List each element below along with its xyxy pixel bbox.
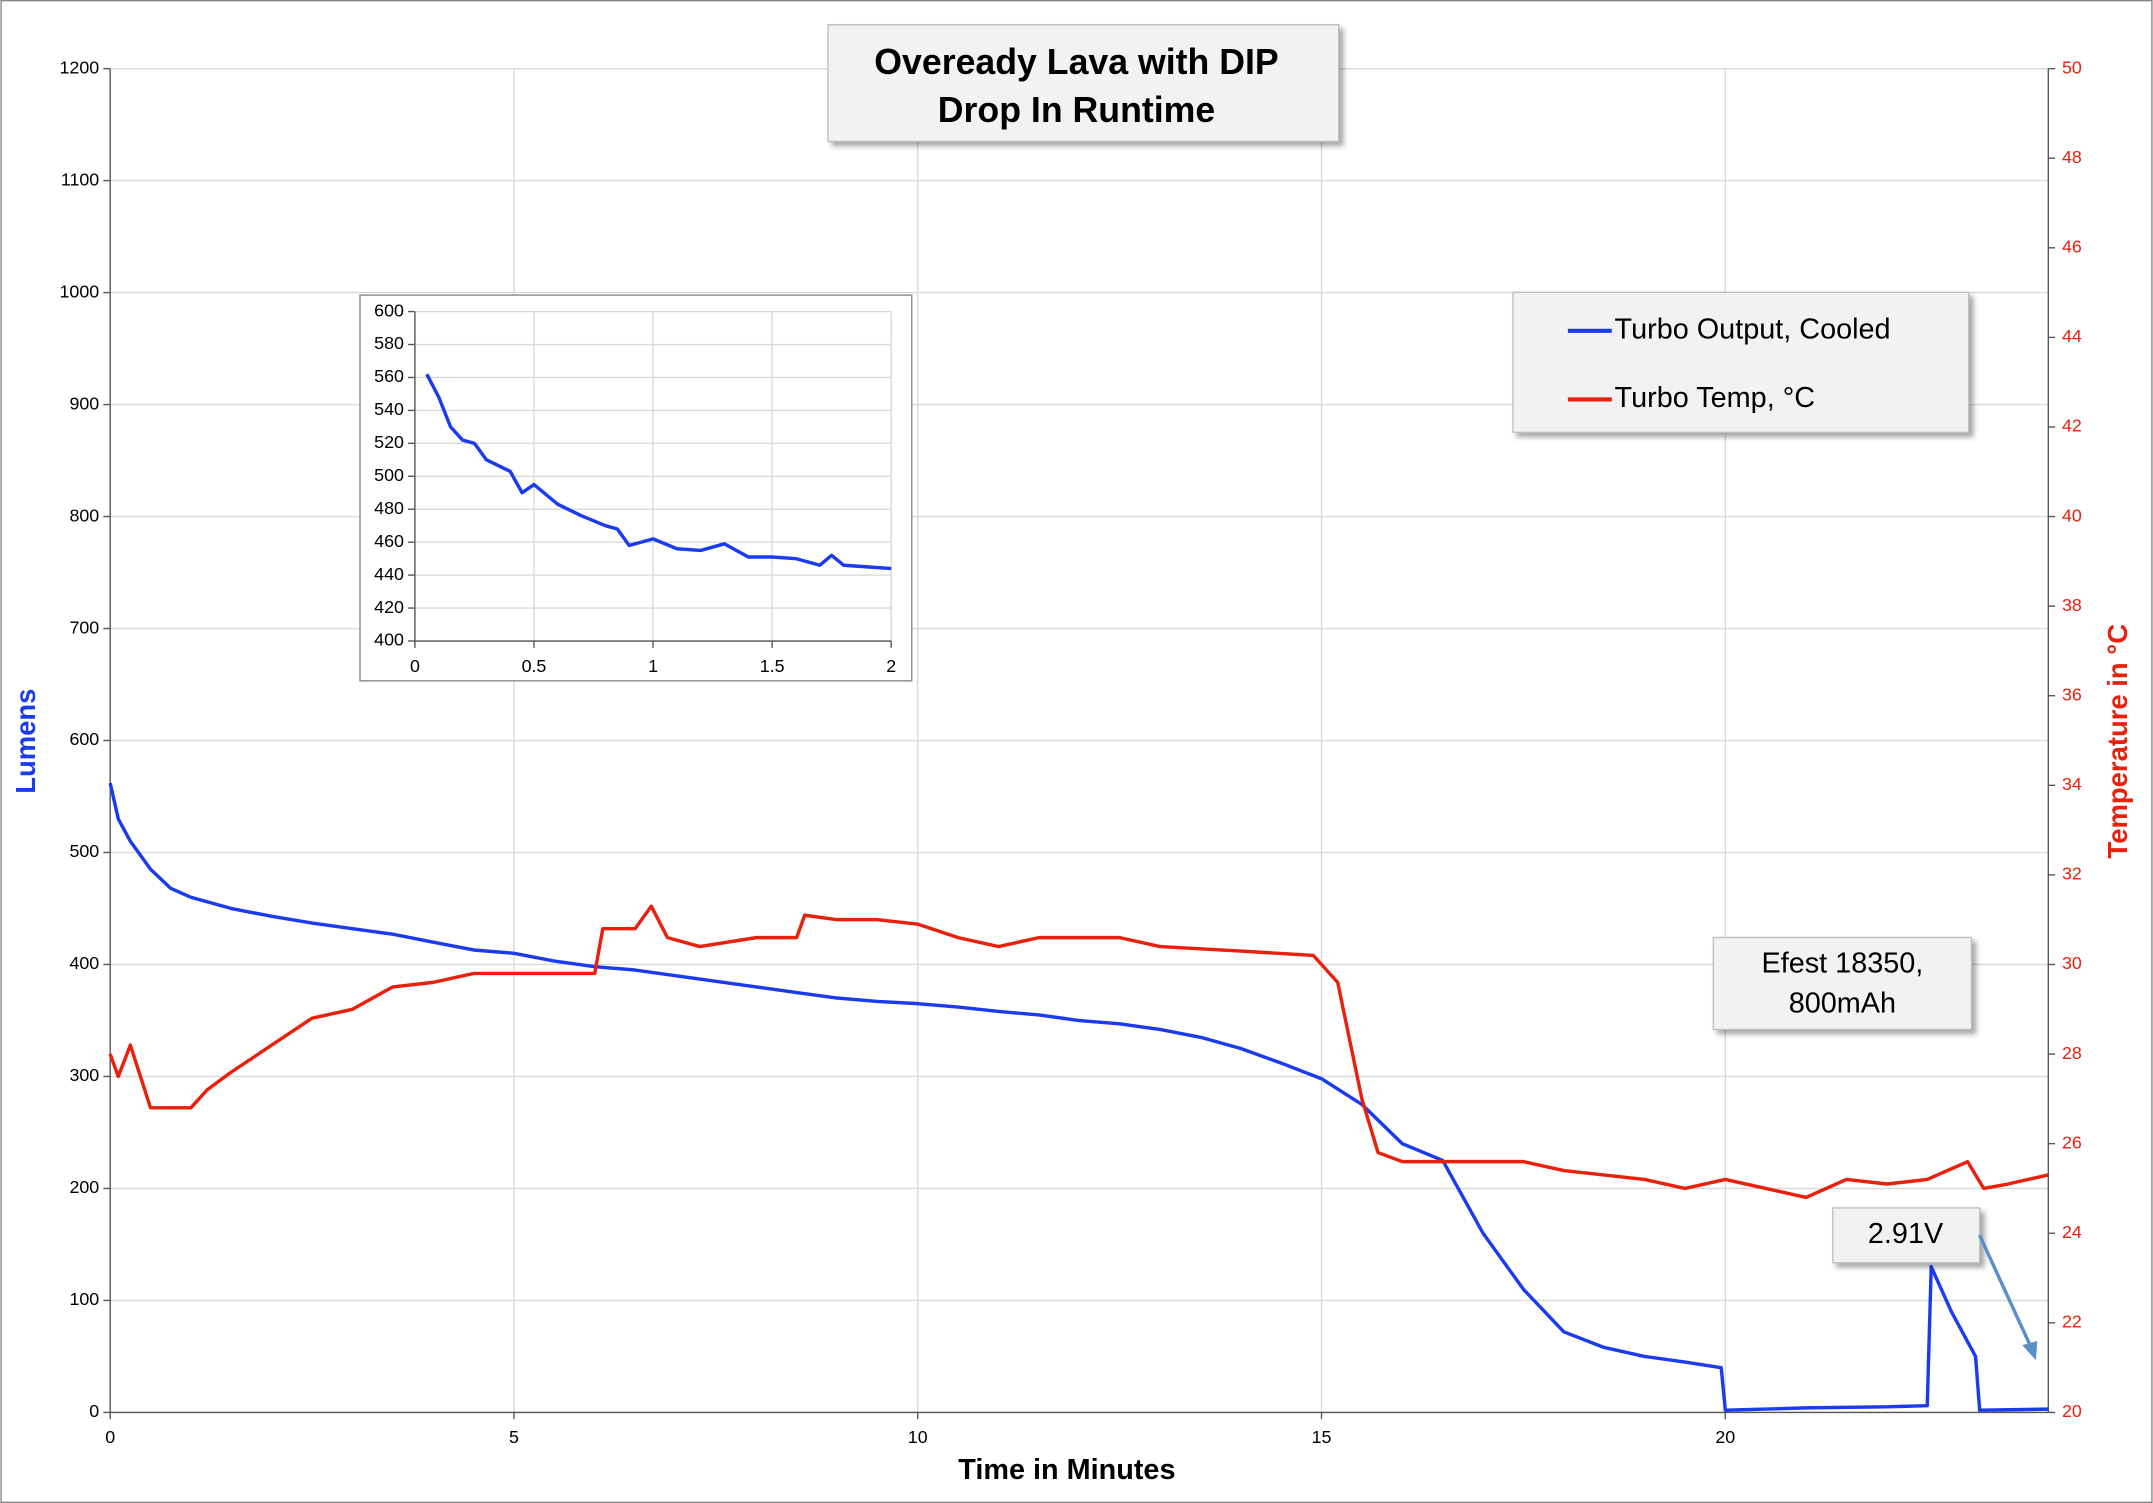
x-tick-label: 1.5 [760,656,785,676]
y-tick-label: 460 [374,531,404,551]
y2-tick-label: 40 [2062,505,2082,525]
y-tick-label: 1200 [60,57,100,77]
legend-box [1512,291,1970,434]
y-tick-label: 600 [69,729,99,749]
y-tick-label: 480 [374,498,404,518]
y2-tick-label: 34 [2062,774,2082,794]
inset-plot: 400 420 440 460 480 500 520 540 560 580 600 0 0.5 1 1.… [374,300,896,676]
legend: Turbo Output, Cooled Turbo Temp, °C [1567,313,1891,414]
x-axis-label: Time in Minutes [958,1454,1175,1486]
y-tick-label: 1000 [60,281,100,301]
series-line [108,904,2049,1200]
x-tick-label: 20 [1715,1427,1735,1447]
y2-tick-label: 30 [2062,953,2082,973]
y2-tick-label: 50 [2062,57,2082,77]
y-tick-label: 300 [69,1065,99,1085]
series-line [425,373,892,571]
annotation-box [1832,1207,1981,1264]
y2-tick-label: 28 [2062,1043,2082,1063]
y-tick-label: 540 [374,399,404,419]
y-tick-label: 700 [69,617,99,637]
annotation: 800mAh [1789,987,1896,1019]
series-line [108,782,2049,1412]
x-tick-label: 0 [410,656,420,676]
y2-tick-label: 26 [2062,1132,2082,1152]
y-tick-label: 100 [69,1289,99,1309]
legend-label: Turbo Output, Cooled [1615,313,1891,345]
y-tick-label: 800 [69,505,99,525]
chart-title: Drop In Runtime [938,90,1215,130]
y-tick-label: 500 [374,465,404,485]
x-tick-label: 2 [886,656,896,676]
x-tick-label: 10 [908,1427,928,1447]
inset-frame [359,294,913,682]
y2-tick-label: 20 [2062,1401,2082,1421]
annotation: Efest 18350, [1762,948,1924,980]
y-tick-label: 440 [374,564,404,584]
legend-label: Turbo Temp, °C [1615,382,1815,414]
y-tick-label: 600 [374,300,404,320]
y2-tick-label: 46 [2062,237,2082,257]
title-box [827,24,1340,143]
x-tick-label: 5 [509,1427,519,1447]
x-tick-label: 1 [648,656,658,676]
annotation-arrowhead [2022,1341,2038,1361]
y2-tick-label: 38 [2062,595,2082,615]
y-tick-label: 500 [69,841,99,861]
x-tick-label: 0.5 [522,656,547,676]
y-tick-label: 400 [374,630,404,650]
y-tick-label: 560 [374,366,404,386]
y-tick-label: 420 [374,597,404,617]
y2-tick-label: 22 [2062,1312,2082,1332]
x-tick-label: 15 [1312,1427,1332,1447]
chart-title: Oveready Lava with DIP [874,42,1278,82]
y-axis-label: Lumens [10,689,41,794]
annotation-box [1712,936,1973,1031]
y-tick-label: 900 [69,393,99,413]
y-tick-label: 0 [89,1401,99,1421]
y-tick-label: 200 [69,1177,99,1197]
annotation: 2.91V [1868,1218,1944,1250]
y-tick-label: 580 [374,333,404,353]
y2-axis-label: Temperature in °C [2102,624,2133,859]
y2-tick-label: 44 [2062,326,2082,346]
y2-tick-label: 32 [2062,864,2082,884]
x-tick-label: 0 [105,1427,115,1447]
y2-tick-label: 24 [2062,1222,2082,1242]
y-tick-label: 400 [69,953,99,973]
y-tick-label: 1100 [61,169,99,189]
y2-tick-label: 48 [2062,147,2082,167]
annotation-arrow [1978,1234,2035,1353]
y2-tick-label: 36 [2062,684,2082,704]
y2-tick-label: 42 [2062,416,2082,436]
y-tick-label: 520 [374,432,404,452]
